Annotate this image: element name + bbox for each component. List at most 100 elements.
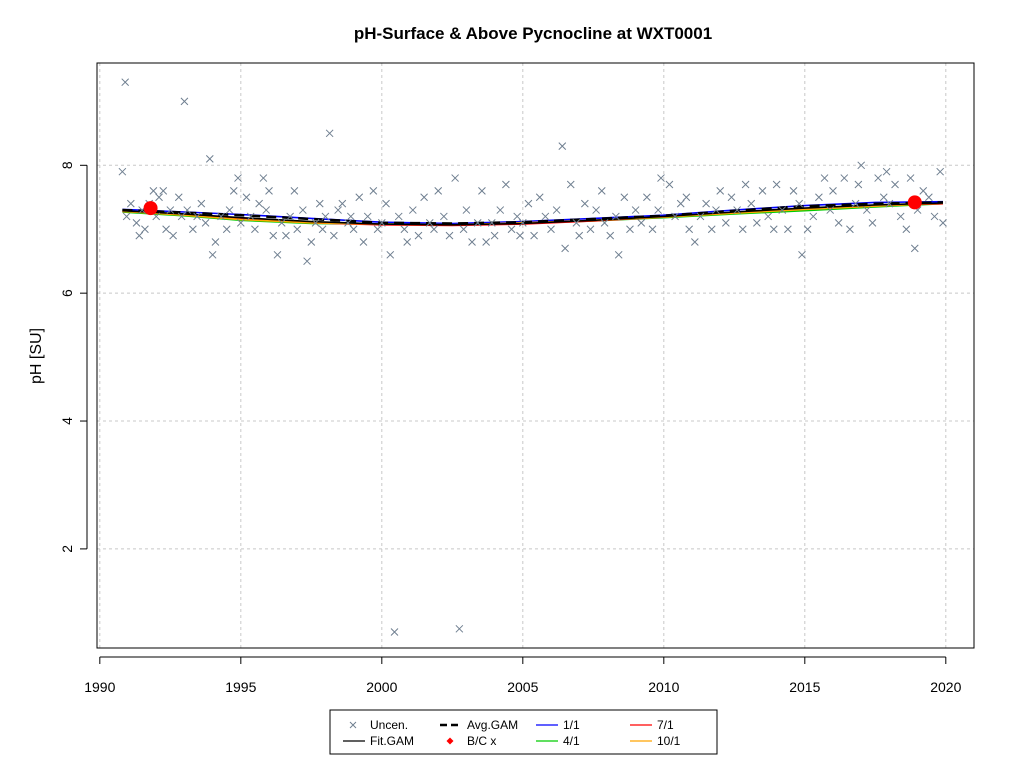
observation-point [394,212,403,221]
observation-point [478,187,486,195]
observation-point [772,180,781,189]
observation-point [390,628,399,636]
observation-point [541,212,550,221]
observation-point [826,206,835,214]
plot-frame [96,62,975,649]
observation-point [513,212,522,221]
chart-title: pH-Surface & Above Pycnocline at WXT0001 [354,24,712,43]
y-axis: 2 4 6 8 [59,161,88,553]
observation-point [784,225,792,234]
legend-item: Uncen. [349,718,408,732]
observation-point [121,78,130,87]
observation-point [910,244,919,253]
observation-point [462,206,471,214]
y-axis-title: pH [SU] [28,328,45,384]
observation-point [690,238,699,246]
legend-symbol [349,721,357,729]
x-tick-label: 1995 [225,679,256,695]
legend-item: 1/1 [536,718,580,732]
observation-point [369,187,378,195]
observation-point [857,161,866,170]
legend-label: Fit.GAM [370,734,414,748]
observation-point [183,206,192,214]
observation-point [612,212,620,221]
observation-point [885,199,894,208]
observation-point [906,174,915,182]
observation-point [769,225,778,234]
observation-point [862,206,871,214]
legend-item: 4/1 [536,734,580,748]
observation-point [879,193,888,202]
legend-label: Uncen. [370,718,408,732]
y-tick-label: 4 [59,417,75,425]
observation-point [290,187,299,195]
x-tick-label: 2010 [648,679,679,695]
observation-point [758,187,767,195]
observation-point [676,199,685,208]
baseline-current-point [907,195,922,210]
observation-point [572,218,581,227]
observation-point [318,225,327,234]
observation-point [251,225,259,234]
observation-point [325,129,334,138]
observation-point [459,225,468,234]
observation-point [132,218,141,227]
observation-point [840,174,849,182]
observation-point [330,231,338,240]
observation-point [307,238,316,246]
baseline-current-points [143,195,922,216]
observation-point [425,218,434,227]
legend-symbol [446,737,454,745]
observation-point [382,199,390,208]
observation-point [445,231,454,240]
observation-point [524,199,533,208]
observation-point [208,250,217,259]
observation-point [846,225,854,234]
observation-point [851,199,860,208]
x-tick-label: 2015 [789,679,820,695]
observation-point [174,193,183,202]
observation-point [236,218,245,227]
observation-point [321,212,330,221]
observation-point [355,193,364,202]
legend-label: 4/1 [563,734,580,748]
observation-point [648,225,657,234]
baseline-current-point [143,201,158,216]
observation-point [778,206,787,214]
observation-point [600,218,609,227]
observation-point [809,212,818,221]
legend-label: B/C x [467,734,496,748]
observation-point [346,212,355,221]
observation-point [939,218,947,227]
x-axis: 1990 1995 2000 2005 2010 2015 2020 [84,656,962,695]
observation-point [155,193,163,202]
observation-point [234,174,242,182]
x-tick-label: 2020 [930,679,961,695]
observation-point [502,180,510,189]
observation-point [696,212,705,221]
observation-points [118,78,947,636]
observation-point [299,206,307,214]
observation-point [262,206,271,214]
observation-point [874,174,882,182]
observation-point [586,225,595,234]
legend-item: 7/1 [630,718,674,732]
observation-point [159,187,168,195]
observation-point [803,225,812,234]
observation-point [829,187,837,195]
observation-point [716,187,725,195]
observation-point [451,174,459,182]
legend-box [329,709,718,755]
observation-point [936,167,945,176]
observation-point [439,212,448,221]
observation-point [242,193,251,202]
observation-point [293,225,302,234]
observation-point [180,97,189,106]
observation-point [561,244,569,253]
observation-point [547,225,555,234]
observation-point [126,199,135,208]
observation-point [530,231,538,240]
observation-point [363,212,372,221]
observation-point [259,174,268,182]
